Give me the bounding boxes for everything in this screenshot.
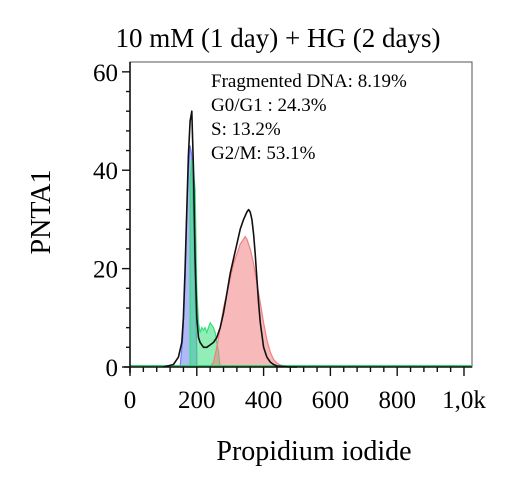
x-tick-label: 600 — [312, 387, 350, 414]
chart-title: 10 mM (1 day) + HG (2 days) — [116, 23, 441, 53]
x-tick-label: 800 — [378, 387, 416, 414]
y-tick-label: 40 — [93, 158, 118, 185]
y-tick-label: 60 — [93, 60, 118, 87]
x-tick-label: 400 — [245, 387, 283, 414]
y-tick-label: 0 — [106, 355, 119, 382]
overall-histogram-line — [163, 110, 297, 368]
x-tick-label: 1,0k — [442, 387, 486, 414]
phase-annotation: S: 13.2% — [211, 119, 281, 140]
phase-annotation: Fragmented DNA: 8.19% — [211, 71, 407, 92]
x-tick-label: 0 — [124, 387, 137, 414]
y-tick-label: 20 — [93, 257, 118, 284]
phase-annotation: G0/G1 : 24.3% — [211, 95, 327, 116]
phase-annotation: G2/M: 53.1% — [211, 143, 316, 164]
x-axis-label: Propidium iodide — [216, 436, 411, 467]
x-tick-label: 200 — [178, 387, 216, 414]
phase-area-2 — [209, 235, 291, 368]
y-axis-label: PNTA1 — [26, 170, 57, 255]
